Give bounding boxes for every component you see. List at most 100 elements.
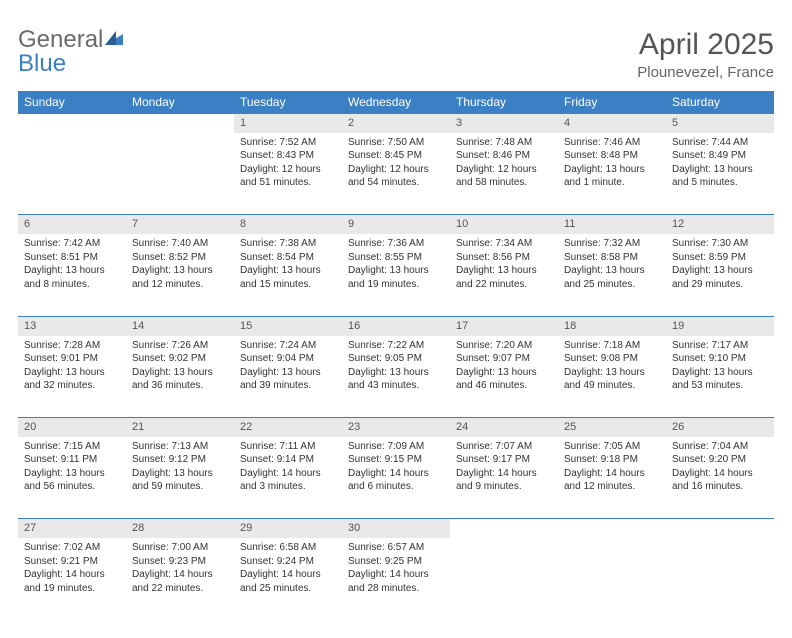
day-number-cell: 16 (342, 316, 450, 335)
sunrise-text: Sunrise: 7:20 AM (456, 339, 552, 353)
daylight-text: Daylight: 13 hours and 22 minutes. (456, 264, 552, 291)
day-cell: Sunrise: 7:00 AMSunset: 9:23 PMDaylight:… (126, 538, 234, 620)
sunset-text: Sunset: 9:11 PM (24, 453, 120, 467)
day-number-cell: 14 (126, 316, 234, 335)
sunset-text: Sunset: 9:12 PM (132, 453, 228, 467)
sunrise-text: Sunrise: 7:52 AM (240, 136, 336, 150)
daylight-text: Daylight: 13 hours and 8 minutes. (24, 264, 120, 291)
day-number-cell: 23 (342, 418, 450, 437)
day-number-cell: 27 (18, 519, 126, 538)
sunset-text: Sunset: 9:04 PM (240, 352, 336, 366)
daylight-text: Daylight: 13 hours and 15 minutes. (240, 264, 336, 291)
day-cell: Sunrise: 7:46 AMSunset: 8:48 PMDaylight:… (558, 133, 666, 215)
sunrise-text: Sunrise: 7:24 AM (240, 339, 336, 353)
sunrise-text: Sunrise: 7:34 AM (456, 237, 552, 251)
day-number-cell: 10 (450, 215, 558, 234)
weekday-header: Monday (126, 91, 234, 114)
sunrise-text: Sunrise: 7:32 AM (564, 237, 660, 251)
title-block: April 2025 Plounevezel, France (637, 28, 774, 81)
day-cell: Sunrise: 7:32 AMSunset: 8:58 PMDaylight:… (558, 234, 666, 316)
sunset-text: Sunset: 9:01 PM (24, 352, 120, 366)
sunrise-text: Sunrise: 7:30 AM (672, 237, 768, 251)
day-cell: Sunrise: 7:40 AMSunset: 8:52 PMDaylight:… (126, 234, 234, 316)
day-cell: Sunrise: 7:48 AMSunset: 8:46 PMDaylight:… (450, 133, 558, 215)
sunrise-text: Sunrise: 7:18 AM (564, 339, 660, 353)
day-number-cell: 6 (18, 215, 126, 234)
day-number-cell: 7 (126, 215, 234, 234)
calendar-table: SundayMondayTuesdayWednesdayThursdayFrid… (18, 91, 774, 620)
sunset-text: Sunset: 8:56 PM (456, 251, 552, 265)
daylight-text: Daylight: 13 hours and 5 minutes. (672, 163, 768, 190)
day-number-cell: 21 (126, 418, 234, 437)
day-number-cell: 15 (234, 316, 342, 335)
daylight-text: Daylight: 13 hours and 43 minutes. (348, 366, 444, 393)
calendar-body: 12345Sunrise: 7:52 AMSunset: 8:43 PMDayl… (18, 114, 774, 621)
sunset-text: Sunset: 9:25 PM (348, 555, 444, 569)
day-number-row: 20212223242526 (18, 418, 774, 437)
sunrise-text: Sunrise: 7:48 AM (456, 136, 552, 150)
day-number-cell: 5 (666, 114, 774, 133)
day-cell: Sunrise: 7:05 AMSunset: 9:18 PMDaylight:… (558, 437, 666, 519)
day-cell (450, 538, 558, 620)
day-number-cell: 17 (450, 316, 558, 335)
day-cell (558, 538, 666, 620)
sunrise-text: Sunrise: 7:17 AM (672, 339, 768, 353)
day-cell (666, 538, 774, 620)
sunset-text: Sunset: 8:59 PM (672, 251, 768, 265)
day-number-cell: 25 (558, 418, 666, 437)
day-cell: Sunrise: 7:07 AMSunset: 9:17 PMDaylight:… (450, 437, 558, 519)
day-number-cell: 20 (18, 418, 126, 437)
sunrise-text: Sunrise: 6:57 AM (348, 541, 444, 555)
daylight-text: Daylight: 14 hours and 22 minutes. (132, 568, 228, 595)
daylight-text: Daylight: 13 hours and 59 minutes. (132, 467, 228, 494)
sunrise-text: Sunrise: 7:13 AM (132, 440, 228, 454)
sunset-text: Sunset: 9:08 PM (564, 352, 660, 366)
day-cell: Sunrise: 7:26 AMSunset: 9:02 PMDaylight:… (126, 336, 234, 418)
sunset-text: Sunset: 8:54 PM (240, 251, 336, 265)
day-cell (126, 133, 234, 215)
daylight-text: Daylight: 14 hours and 28 minutes. (348, 568, 444, 595)
sunrise-text: Sunrise: 7:40 AM (132, 237, 228, 251)
daylight-text: Daylight: 13 hours and 1 minute. (564, 163, 660, 190)
day-cell: Sunrise: 7:02 AMSunset: 9:21 PMDaylight:… (18, 538, 126, 620)
sunset-text: Sunset: 9:24 PM (240, 555, 336, 569)
day-number-cell: 22 (234, 418, 342, 437)
sunrise-text: Sunrise: 7:26 AM (132, 339, 228, 353)
day-number-cell: 13 (18, 316, 126, 335)
weekday-header: Wednesday (342, 91, 450, 114)
sunrise-text: Sunrise: 7:05 AM (564, 440, 660, 454)
day-cell: Sunrise: 7:11 AMSunset: 9:14 PMDaylight:… (234, 437, 342, 519)
daylight-text: Daylight: 14 hours and 6 minutes. (348, 467, 444, 494)
day-number-cell: 12 (666, 215, 774, 234)
day-cell: Sunrise: 7:20 AMSunset: 9:07 PMDaylight:… (450, 336, 558, 418)
day-cell: Sunrise: 7:24 AMSunset: 9:04 PMDaylight:… (234, 336, 342, 418)
month-title: April 2025 (637, 28, 774, 62)
day-cell: Sunrise: 7:36 AMSunset: 8:55 PMDaylight:… (342, 234, 450, 316)
sunrise-text: Sunrise: 7:28 AM (24, 339, 120, 353)
sunset-text: Sunset: 9:07 PM (456, 352, 552, 366)
weekday-header: Friday (558, 91, 666, 114)
day-number-cell: 28 (126, 519, 234, 538)
calendar-page: GeneralBlue April 2025 Plounevezel, Fran… (0, 0, 792, 638)
day-number-cell (666, 519, 774, 538)
daylight-text: Daylight: 13 hours and 49 minutes. (564, 366, 660, 393)
day-number-row: 6789101112 (18, 215, 774, 234)
day-number-cell (126, 114, 234, 133)
day-number-cell: 18 (558, 316, 666, 335)
day-number-cell: 24 (450, 418, 558, 437)
daylight-text: Daylight: 13 hours and 12 minutes. (132, 264, 228, 291)
brand-logo: GeneralBlue (18, 28, 125, 76)
sunset-text: Sunset: 9:17 PM (456, 453, 552, 467)
daylight-text: Daylight: 14 hours and 12 minutes. (564, 467, 660, 494)
day-number-cell: 2 (342, 114, 450, 133)
sunset-text: Sunset: 8:51 PM (24, 251, 120, 265)
day-number-cell (450, 519, 558, 538)
daylight-text: Daylight: 14 hours and 3 minutes. (240, 467, 336, 494)
sunrise-text: Sunrise: 7:07 AM (456, 440, 552, 454)
daylight-text: Daylight: 12 hours and 54 minutes. (348, 163, 444, 190)
day-number-cell: 30 (342, 519, 450, 538)
day-cell: Sunrise: 7:17 AMSunset: 9:10 PMDaylight:… (666, 336, 774, 418)
sunset-text: Sunset: 8:55 PM (348, 251, 444, 265)
day-number-cell: 8 (234, 215, 342, 234)
day-number-row: 12345 (18, 114, 774, 133)
